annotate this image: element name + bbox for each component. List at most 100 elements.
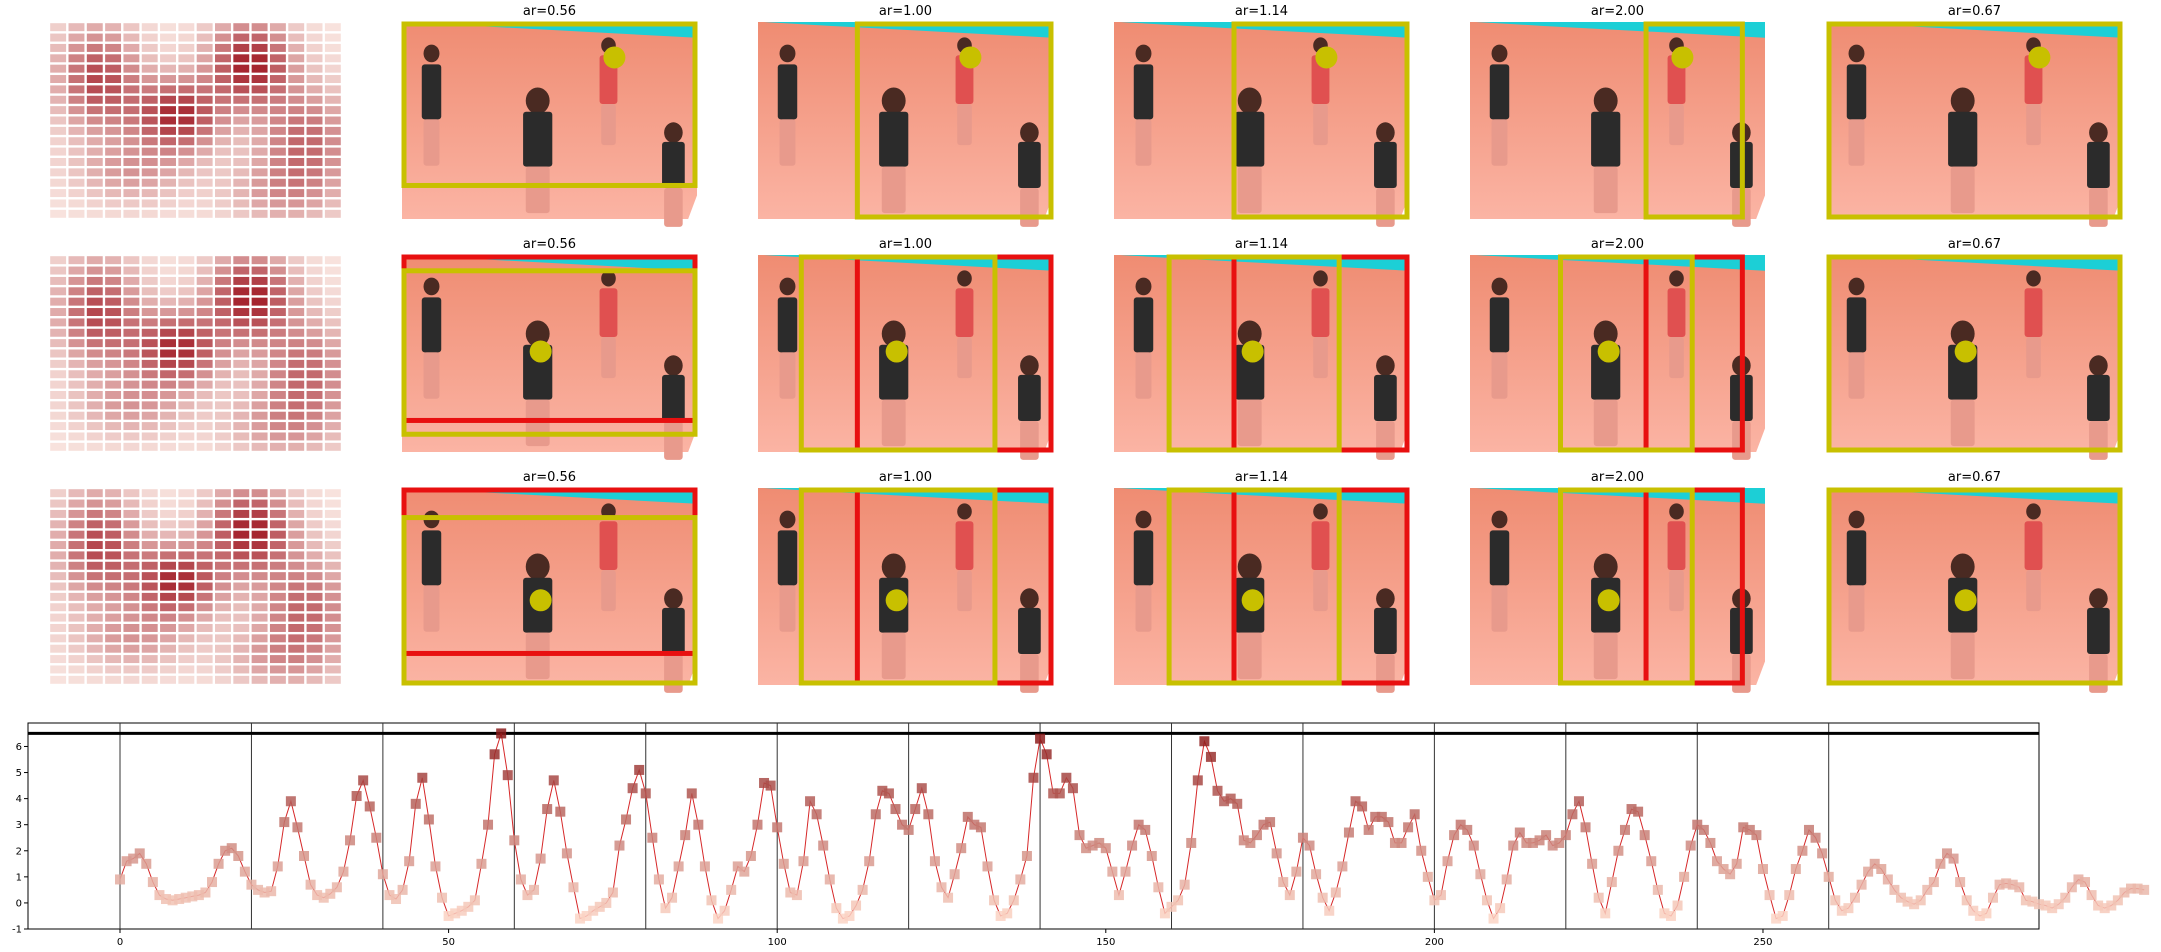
heatmap-cell [50,33,67,42]
data-point [719,905,730,916]
heatmap-cell [178,582,195,591]
heatmap-cell [196,199,213,208]
data-point [279,817,290,828]
heatmap-cell [306,613,323,622]
heatmap-cell [324,613,341,622]
data-point [1849,892,1860,903]
data-point [1948,853,1959,864]
heatmap-cell [105,168,122,177]
data-point [1311,869,1322,880]
heatmap-cell [86,339,103,348]
data-point [883,788,894,799]
heatmap-cell [288,489,305,498]
heatmap-cell [160,116,176,125]
heatmap-cell [251,592,268,601]
data-point [2007,879,2018,890]
data-point [1100,843,1111,854]
heatmap-cell [123,349,140,358]
heatmap-cell [269,644,286,653]
heatmap-cell [233,551,250,560]
data-point [496,728,507,739]
heatmap-cell [324,572,341,581]
heatmap-cell [215,106,231,115]
heatmap-cell [306,411,323,420]
heatmap-cell [233,209,250,218]
heatmap-cell [68,95,85,104]
data-point [851,900,862,911]
data-point [174,894,185,905]
heatmap-cell [68,33,85,42]
heatmap-cell [288,33,305,42]
heatmap-cell [105,157,122,166]
heatmap-cell [141,308,158,317]
heatmap-cell [306,442,323,451]
data-point [1357,801,1368,812]
heatmap-cell [269,64,286,73]
heatmap-cell [324,116,341,125]
data-point [1166,901,1177,912]
heatmap-cell [50,157,67,166]
data-point [272,861,283,872]
heatmap-cell [269,530,286,539]
heatmap-cell [306,432,323,441]
data-point [266,886,277,897]
heatmap-cell [233,489,250,498]
y-tick-label: 6 [16,742,22,753]
data-point [443,910,454,921]
player-figure-center [879,553,909,680]
heatmap-cell [251,276,268,285]
heatmap-cell [141,644,158,653]
player-figure-center [523,87,553,214]
heatmap-cell [215,603,231,612]
heatmap-cell [233,178,250,187]
data-point [1468,840,1479,851]
heatmap-cell [86,592,103,601]
heatmap-cell [178,359,195,368]
data-point [312,890,323,901]
heatmap-cell [196,43,213,52]
heatmap-cell [324,308,341,317]
focus-point [1597,340,1620,363]
heatmap-cell [50,370,67,379]
player-figure-left [421,44,442,166]
focus-point [1671,46,1694,69]
data-point [1646,856,1657,867]
heatmap-cell [50,189,67,198]
heatmap-cell [306,189,323,198]
heatmap-cell [105,530,122,539]
player-figure-center [1591,320,1621,447]
heatmap-cell [196,33,213,42]
heatmap-cell [160,551,176,560]
data-point [1961,895,1972,906]
heatmap-cell [160,178,176,187]
data-point [1173,895,1184,906]
heatmap-cell [269,592,286,601]
heatmap-cell [324,178,341,187]
crop-box [798,254,998,453]
heatmap-cell [178,390,195,399]
focus-point [1241,340,1264,363]
data-point [982,861,993,872]
data-point [377,869,388,880]
data-point [147,877,158,888]
data-point [640,788,651,799]
heatmap-cell [50,64,67,73]
data-point [437,892,448,903]
heatmap-cell [141,390,158,399]
data-point [318,892,329,903]
heatmap-cell [288,380,305,389]
heatmap-cell [141,126,158,135]
heatmap-cell [324,623,341,632]
heatmap-cell [196,582,213,591]
heatmap-cell [105,318,122,327]
data-point [607,887,618,898]
data-point [1153,882,1164,893]
heatmap-cell [178,432,195,441]
heatmap-cell [288,318,305,327]
heatmap-cell [306,401,323,410]
heatmap-cell [105,561,122,570]
focus-point [2028,46,2051,69]
heatmap-cell [269,256,286,265]
heatmap-cell [68,147,85,156]
heatmap-cell [306,370,323,379]
